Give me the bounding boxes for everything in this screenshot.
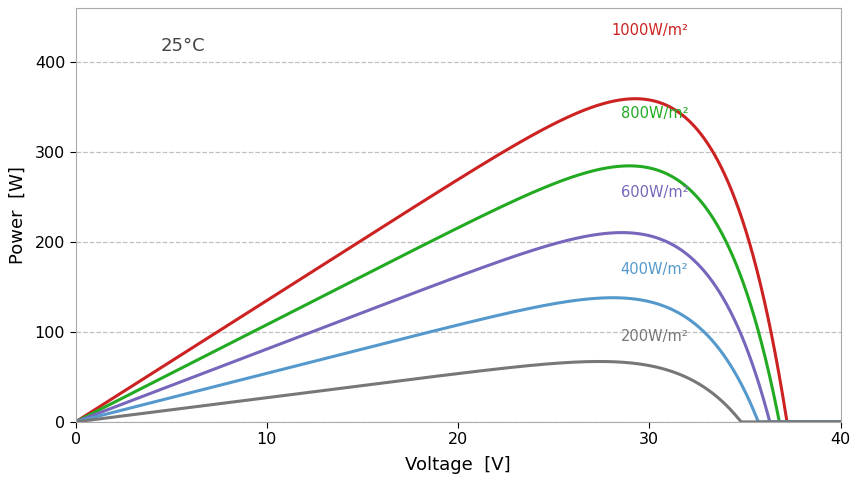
Text: 600W/m²: 600W/m² xyxy=(620,185,688,200)
Text: 400W/m²: 400W/m² xyxy=(620,263,688,278)
Text: 200W/m²: 200W/m² xyxy=(620,329,688,344)
Y-axis label: Power  [W]: Power [W] xyxy=(9,166,27,264)
Text: 800W/m²: 800W/m² xyxy=(620,106,688,121)
X-axis label: Voltage  [V]: Voltage [V] xyxy=(405,455,511,474)
Text: 25°C: 25°C xyxy=(161,37,205,55)
Text: 1000W/m²: 1000W/m² xyxy=(611,23,688,38)
